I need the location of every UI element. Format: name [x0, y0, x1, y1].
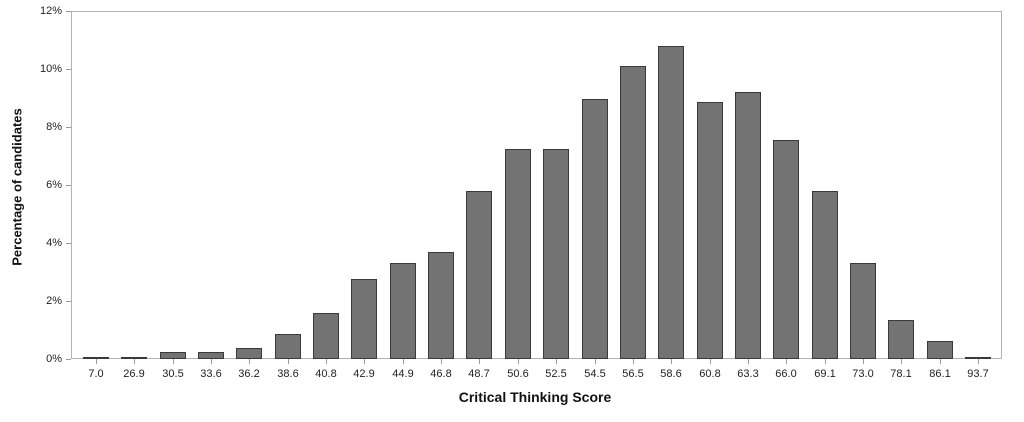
x-tick-label: 63.3	[737, 368, 759, 380]
bar-78.1	[888, 320, 914, 359]
bar-93.7	[965, 357, 991, 359]
bar-33.6	[198, 352, 224, 359]
x-tick-label: 38.6	[277, 368, 299, 380]
bar-44.9	[390, 263, 416, 359]
bar-42.9	[351, 279, 377, 359]
x-tick-label: 58.6	[660, 368, 682, 380]
x-tick-label: 69.1	[814, 368, 836, 380]
bar-86.1	[927, 341, 953, 359]
x-tick-mark	[479, 359, 480, 364]
y-tick-label: 8%	[46, 121, 62, 133]
x-tick-label: 54.5	[584, 368, 606, 380]
x-tick-mark	[556, 359, 557, 364]
y-tick-label: 10%	[39, 63, 62, 75]
y-tick-label: 6%	[46, 179, 62, 191]
x-tick-mark	[288, 359, 289, 364]
x-tick-label: 46.8	[430, 368, 452, 380]
x-tick-label: 44.9	[392, 368, 414, 380]
plot-area	[71, 11, 1002, 359]
x-tick-label: 66.0	[775, 368, 797, 380]
y-tick-label: 2%	[46, 295, 62, 307]
bar-69.1	[812, 191, 838, 359]
y-tick-mark	[66, 301, 71, 302]
x-tick-label: 93.7	[967, 368, 989, 380]
x-tick-mark	[595, 359, 596, 364]
bar-30.5	[160, 352, 186, 359]
bar-58.6	[658, 46, 684, 359]
bar-66.0	[773, 140, 799, 359]
bar-40.8	[313, 313, 339, 359]
x-tick-mark	[96, 359, 97, 364]
bar-52.5	[543, 149, 569, 359]
y-tick-mark	[66, 243, 71, 244]
x-tick-label: 26.9	[123, 368, 145, 380]
x-tick-label: 50.6	[507, 368, 529, 380]
x-tick-mark	[249, 359, 250, 364]
x-tick-label: 78.1	[890, 368, 912, 380]
y-tick-label: 12%	[39, 5, 62, 17]
x-tick-label: 60.8	[699, 368, 721, 380]
bar-36.2	[236, 348, 262, 359]
x-tick-mark	[863, 359, 864, 364]
bar-7.0	[83, 357, 109, 359]
y-tick-mark	[66, 185, 71, 186]
x-tick-mark	[748, 359, 749, 364]
x-tick-mark	[173, 359, 174, 364]
x-tick-mark	[326, 359, 327, 364]
y-tick-mark	[66, 127, 71, 128]
x-tick-label: 7.0	[88, 368, 104, 380]
y-tick-label: 0%	[46, 353, 62, 365]
x-tick-mark	[518, 359, 519, 364]
x-tick-label: 86.1	[929, 368, 951, 380]
x-tick-mark	[633, 359, 634, 364]
y-axis-title: Percentage of candidates	[9, 108, 25, 266]
bar-38.6	[275, 334, 301, 359]
x-axis-title: Critical Thinking Score	[458, 389, 612, 405]
x-tick-label: 42.9	[353, 368, 375, 380]
x-tick-mark	[710, 359, 711, 364]
y-tick-mark	[66, 11, 71, 12]
bar-56.5	[620, 66, 646, 359]
x-tick-mark	[211, 359, 212, 364]
x-tick-mark	[441, 359, 442, 364]
bar-54.5	[582, 99, 608, 359]
x-tick-mark	[364, 359, 365, 364]
x-tick-label: 56.5	[622, 368, 644, 380]
bar-73.0	[850, 263, 876, 359]
bar-63.3	[735, 92, 761, 359]
x-tick-label: 73.0	[852, 368, 874, 380]
bar-48.7	[466, 191, 492, 359]
x-tick-label: 30.5	[162, 368, 184, 380]
x-tick-mark	[134, 359, 135, 364]
x-tick-label: 48.7	[468, 368, 490, 380]
x-tick-mark	[901, 359, 902, 364]
bar-60.8	[697, 102, 723, 359]
x-tick-label: 52.5	[545, 368, 567, 380]
bar-50.6	[505, 149, 531, 359]
bar-26.9	[121, 357, 147, 359]
x-tick-mark	[978, 359, 979, 364]
y-tick-label: 4%	[46, 237, 62, 249]
y-tick-mark	[66, 69, 71, 70]
x-tick-mark	[825, 359, 826, 364]
x-tick-label: 40.8	[315, 368, 337, 380]
x-tick-mark	[786, 359, 787, 364]
x-tick-label: 33.6	[200, 368, 222, 380]
bar-46.8	[428, 252, 454, 359]
x-tick-label: 36.2	[238, 368, 260, 380]
x-tick-mark	[940, 359, 941, 364]
x-tick-mark	[671, 359, 672, 364]
y-tick-mark	[66, 359, 71, 360]
x-tick-mark	[403, 359, 404, 364]
